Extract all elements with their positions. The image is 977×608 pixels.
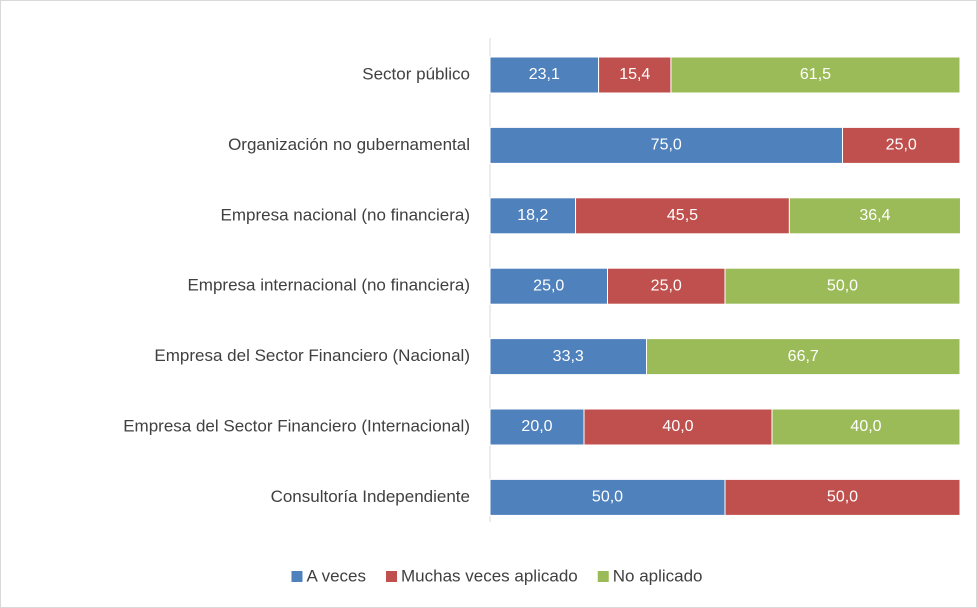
bar-segment (842, 126, 961, 164)
legend-label: No aplicado (613, 566, 703, 585)
legend-swatch (386, 571, 398, 582)
legend-label: A veces (306, 566, 366, 585)
value-label: 66,7 (788, 348, 819, 365)
value-label: 25,0 (533, 277, 564, 294)
value-label: 50,0 (827, 277, 858, 294)
bar-segment (489, 478, 726, 516)
value-label: 25,0 (651, 277, 682, 294)
value-label: 61,5 (800, 66, 831, 83)
bar-segment (489, 56, 600, 94)
category-label: Empresa nacional (no financiera) (221, 205, 470, 224)
bar-segment (489, 408, 585, 446)
value-label: 40,0 (850, 418, 881, 435)
category-label: Consultoría Independiente (271, 487, 470, 506)
value-label: 18,2 (517, 207, 548, 224)
value-label: 45,5 (667, 207, 698, 224)
value-label: 20,0 (521, 418, 552, 435)
value-label: 15,4 (619, 66, 650, 83)
category-label: Organización no gubernamental (228, 135, 470, 154)
bar-segment (607, 267, 726, 305)
legend-swatch (291, 571, 303, 582)
bar-segment (598, 56, 672, 94)
value-label: 36,4 (859, 207, 890, 224)
value-label: 50,0 (827, 489, 858, 506)
bar-segment (771, 408, 961, 446)
value-label: 50,0 (592, 489, 623, 506)
category-label: Empresa internacional (no financiera) (187, 276, 470, 295)
legend-label: Muchas veces aplicado (401, 566, 578, 585)
category-label: Empresa del Sector Financiero (Nacional) (154, 346, 470, 365)
value-label: 40,0 (662, 418, 693, 435)
bar-segment (489, 267, 608, 305)
legend-swatch (597, 571, 609, 582)
bar-segment (724, 267, 961, 305)
value-label: 33,3 (553, 348, 584, 365)
value-label: 23,1 (529, 66, 560, 83)
value-label: 25,0 (886, 137, 917, 154)
bar-segment (724, 478, 961, 516)
bar-segment (788, 197, 961, 235)
category-label: Empresa del Sector Financiero (Internaci… (123, 416, 470, 435)
category-label: Sector público (362, 64, 470, 83)
bar-segment (583, 408, 773, 446)
value-label: 75,0 (651, 137, 682, 154)
bar-segment (646, 338, 961, 376)
bar-segment (670, 56, 961, 94)
bar-segment (489, 338, 648, 376)
